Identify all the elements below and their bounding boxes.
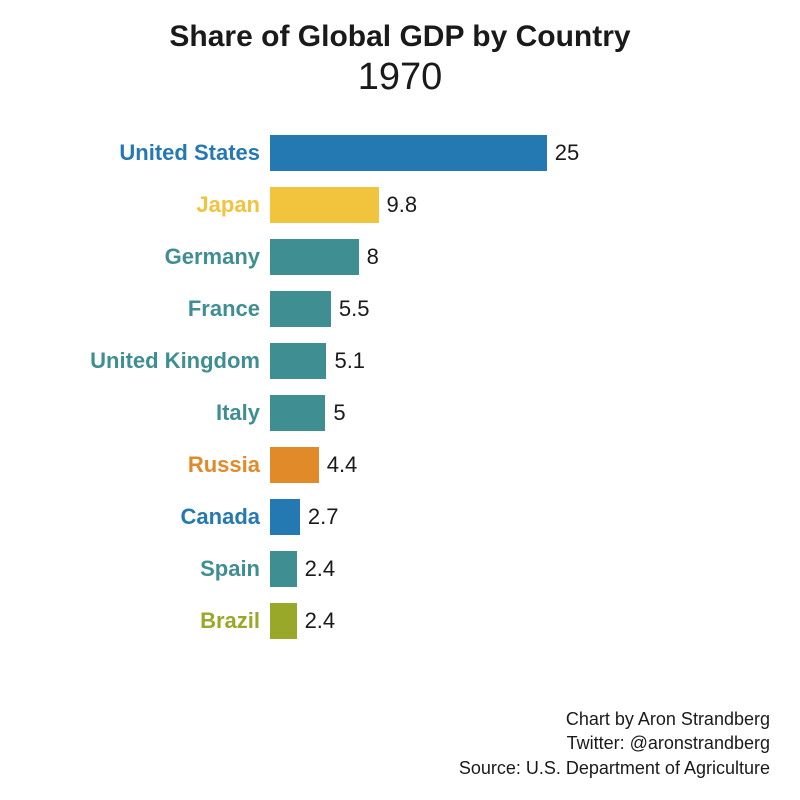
bar-label: Japan [30,192,270,218]
bar-value: 5.1 [334,348,365,374]
chart-title: Share of Global GDP by Country [30,20,770,54]
bar-fill [270,447,319,483]
bar-track: 2.7 [270,491,770,543]
bar-track: 8 [270,231,770,283]
bar-track: 5 [270,387,770,439]
bar-value: 2.4 [305,608,336,634]
bar-value: 5 [333,400,345,426]
bar-track: 2.4 [270,595,770,647]
bar-value: 25 [555,140,579,166]
bar-row: Spain 2.4 [30,543,770,595]
bar-fill [270,291,331,327]
bar-track: 9.8 [270,179,770,231]
bar-track: 25 [270,127,770,179]
bar-row: Germany 8 [30,231,770,283]
credit-line-twitter: Twitter: @aronstrandberg [459,731,770,755]
bar-row: Brazil 2.4 [30,595,770,647]
bar-fill [270,551,297,587]
bar-fill [270,343,326,379]
bar-value: 2.7 [308,504,339,530]
bar-label: Brazil [30,608,270,634]
bar-row: France 5.5 [30,283,770,335]
bar-value: 2.4 [305,556,336,582]
bar-fill [270,239,359,275]
bar-fill [270,187,379,223]
bar-row: United Kingdom 5.1 [30,335,770,387]
bar-row: Canada 2.7 [30,491,770,543]
bar-label: Germany [30,244,270,270]
bar-row: Italy 5 [30,387,770,439]
credit-line-author: Chart by Aron Strandberg [459,707,770,731]
bar-value: 5.5 [339,296,370,322]
bar-track: 5.1 [270,335,770,387]
bar-track: 2.4 [270,543,770,595]
bar-track: 5.5 [270,283,770,335]
bar-fill [270,135,547,171]
bar-value: 8 [367,244,379,270]
bar-value: 4.4 [327,452,358,478]
bar-label: Canada [30,504,270,530]
credit-line-source: Source: U.S. Department of Agriculture [459,756,770,780]
bar-label: United States [30,140,270,166]
bar-row: United States 25 [30,127,770,179]
gdp-share-chart: Share of Global GDP by Country 1970 Unit… [0,0,800,800]
bar-label: Spain [30,556,270,582]
bar-row: Russia 4.4 [30,439,770,491]
bar-track: 4.4 [270,439,770,491]
chart-subtitle: 1970 [30,56,770,99]
bar-label: United Kingdom [30,348,270,374]
bar-label: France [30,296,270,322]
bar-fill [270,395,325,431]
bars-area: United States 25 Japan 9.8 Germany 8 France 5.5… [30,127,770,647]
bar-label: Russia [30,452,270,478]
bar-row: Japan 9.8 [30,179,770,231]
bar-value: 9.8 [387,192,418,218]
bar-fill [270,603,297,639]
bar-label: Italy [30,400,270,426]
chart-credits: Chart by Aron Strandberg Twitter: @arons… [459,707,770,780]
bar-fill [270,499,300,535]
